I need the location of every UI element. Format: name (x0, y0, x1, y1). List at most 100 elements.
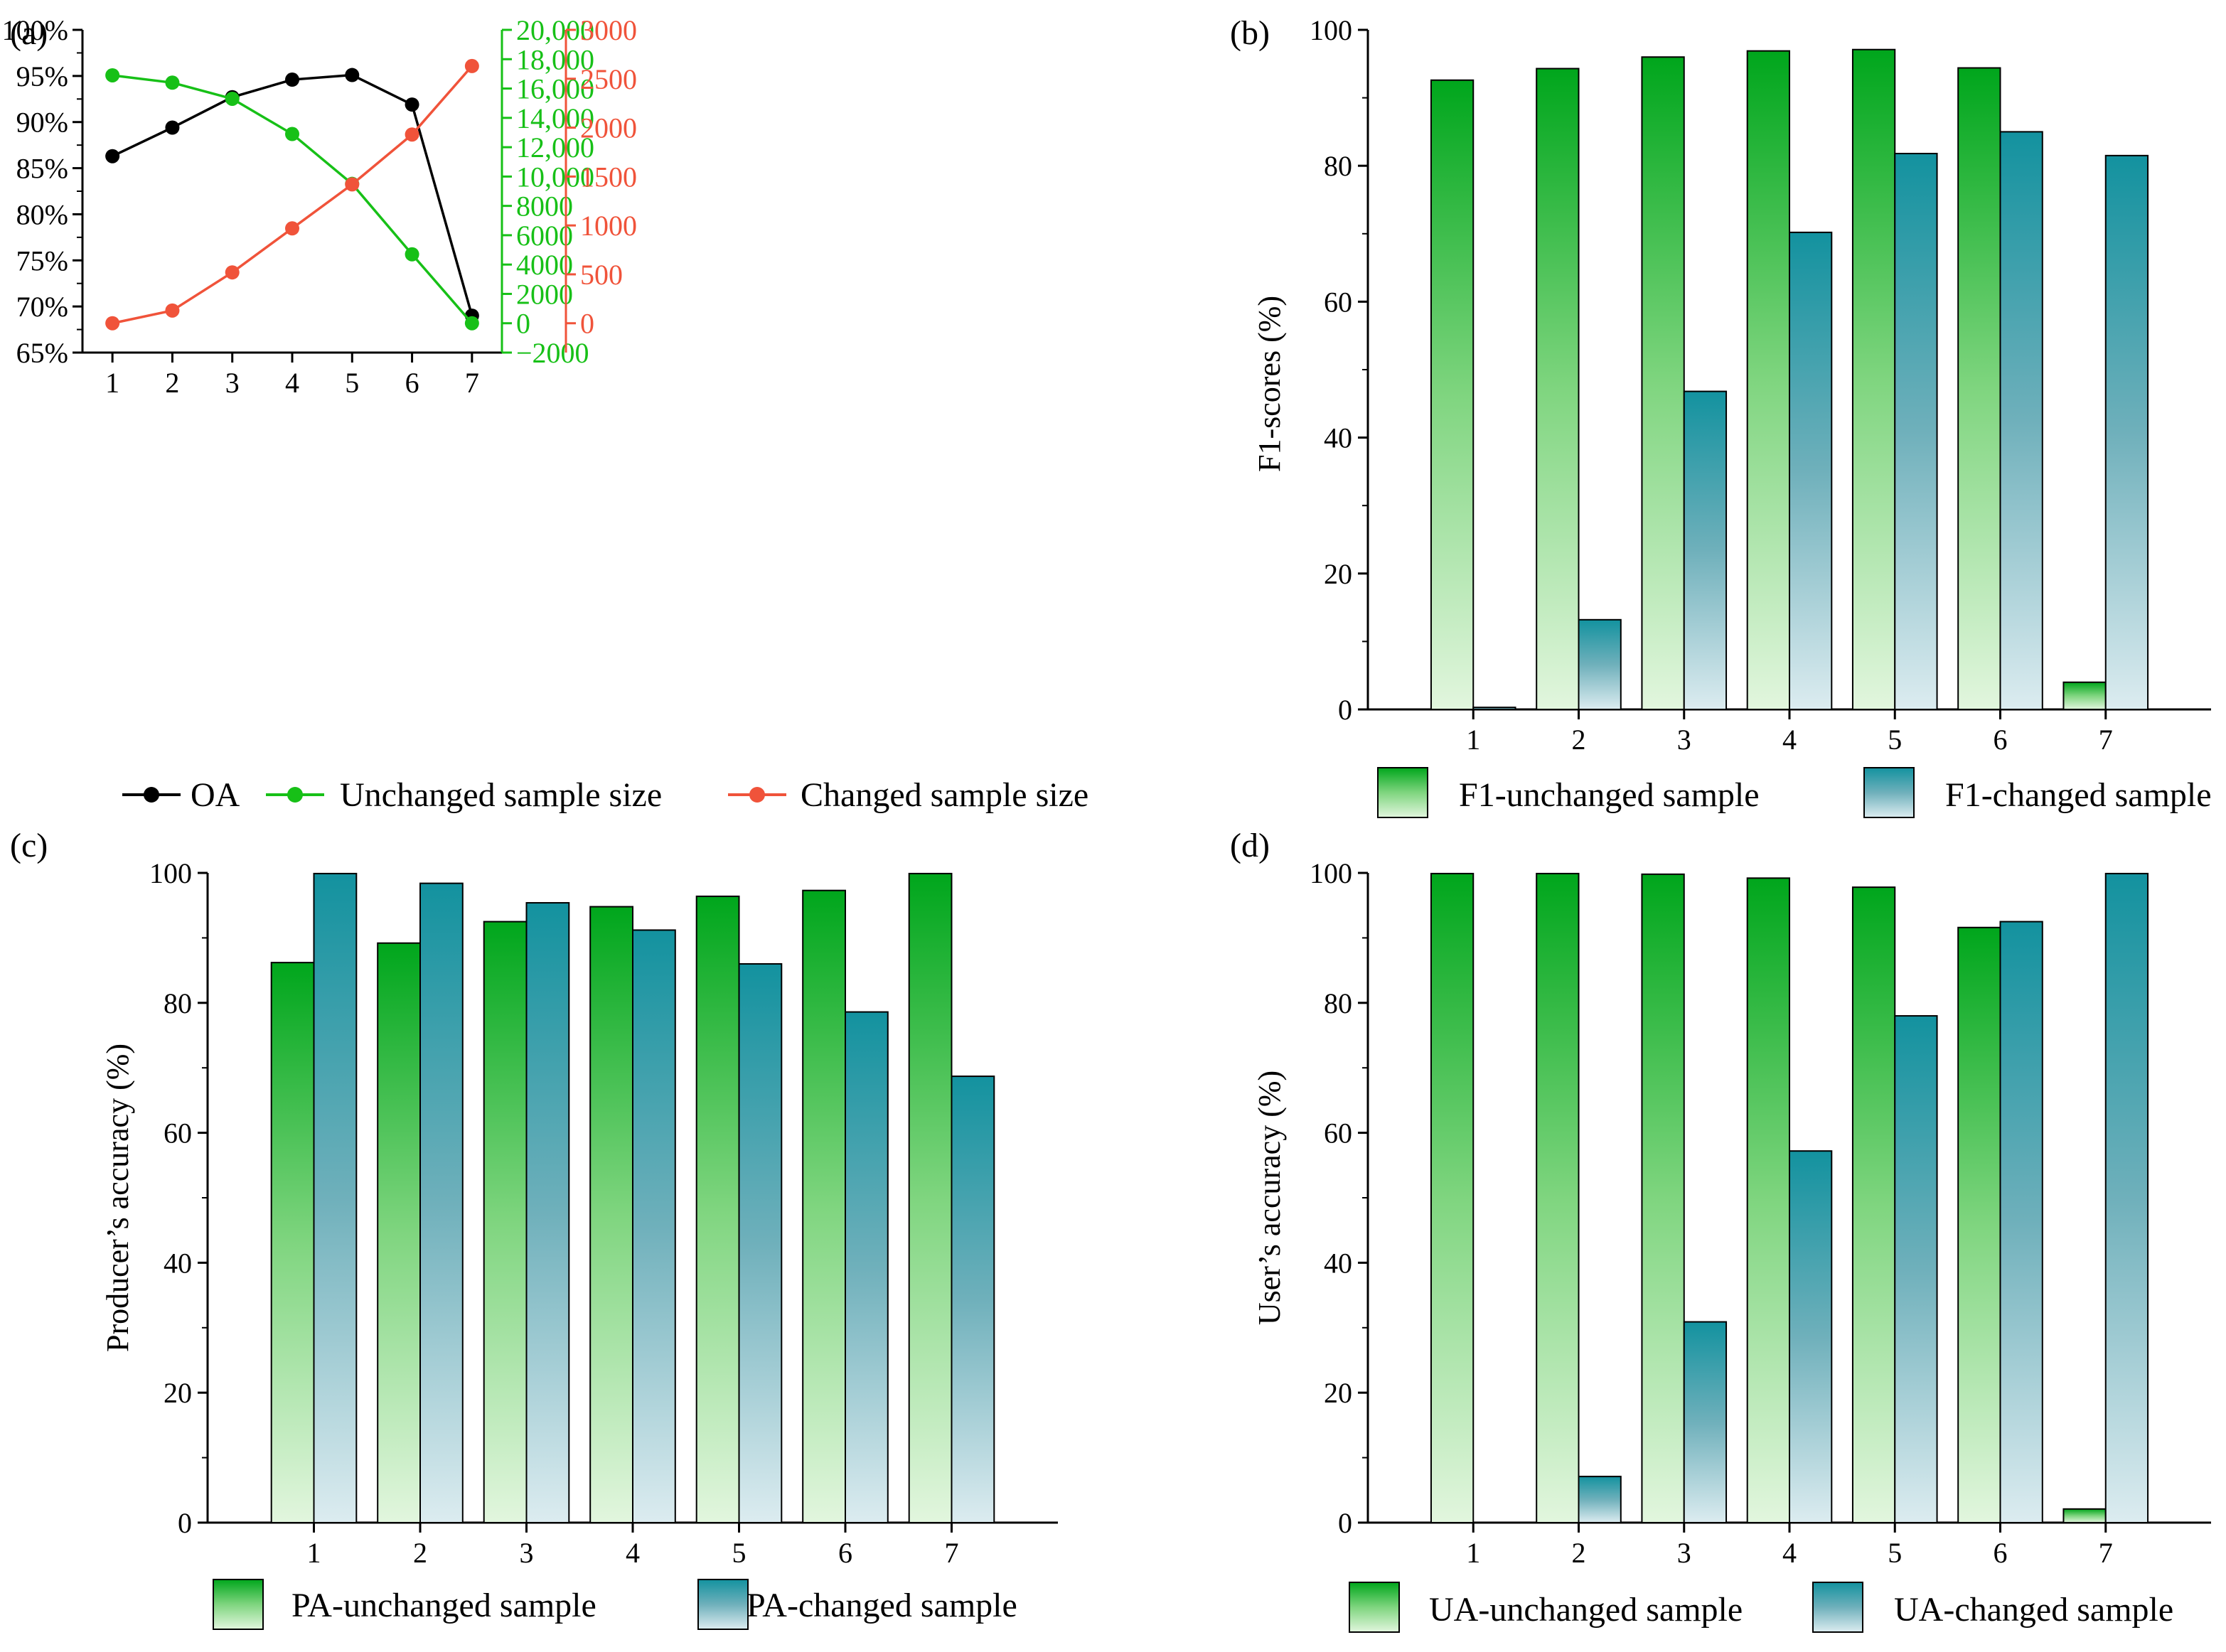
a-series-line-1 (112, 73, 473, 316)
legend-f1-unchanged-label: F1-unchanged sample (1459, 776, 1760, 814)
panel-d: (d) User’s accuracy (%) 0 20 40 60 80 100 1 2 3 4… (1230, 827, 2211, 1633)
b-bar-teal (1999, 131, 2043, 710)
a-right-tick-label: 2500 (580, 63, 637, 95)
d-bar-teal (1578, 1476, 1622, 1523)
c-bar-teal (313, 872, 358, 1523)
b-bar-teal (1683, 390, 1728, 710)
b-y-tick-label: 60 (1324, 286, 1352, 318)
a-right-tick-label: 500 (580, 259, 623, 291)
a-mid-tick-label: 16,000 (516, 73, 594, 105)
legend-oa: OA (122, 776, 240, 814)
panel-c: (c) Producer’s accuracy (%) 0 20 40 60 80 100… (10, 827, 1058, 1630)
d-bar-teal (1894, 1015, 1938, 1523)
b-y-tick-label: 80 (1324, 150, 1352, 182)
a-mid-tick-label: 6000 (516, 220, 573, 252)
c-y-tick-label: 60 (164, 1117, 192, 1149)
panel-b-ylabel: F1-scores (%) (1252, 296, 1287, 472)
panel-b: (b) F1-scores (%) 0 20 40 60 80 100 1 2 3 4 5 6 7 F1… (1230, 14, 2212, 818)
a-series-2-point (225, 91, 240, 106)
a-series-line-2 (112, 74, 473, 324)
panel-d-legend: UA-unchanged sample UA-changed sample (1349, 1582, 2173, 1633)
d-bar-teal (1999, 921, 2043, 1524)
c-bar-teal (525, 902, 570, 1523)
panel-c-label: (c) (10, 827, 48, 864)
legend-unchanged-size: Unchanged sample size (266, 776, 662, 814)
a-series-2-point (285, 127, 299, 141)
d-bar-green (1641, 873, 1685, 1523)
b-bar-green (1430, 79, 1475, 710)
a-x-tick-label: 4 (285, 367, 299, 399)
legend-changed-size: Changed sample size (728, 776, 1088, 814)
a-left-tick-label: 85% (16, 153, 68, 185)
a-series-3-point (105, 316, 120, 331)
b-bar-green (1536, 68, 1580, 710)
d-bar-teal (2104, 872, 2149, 1523)
panel-d-label: (d) (1230, 827, 1270, 864)
panel-b-plot: 0 20 40 60 80 100 1 2 3 4 5 6 7 (1310, 14, 2211, 756)
panel-c-ylabel: Producer’s accuracy (%) (100, 1044, 135, 1352)
a-right-tick-label: 3000 (580, 14, 637, 46)
b-y-tick-label: 100 (1310, 14, 1352, 46)
a-series-1-point (165, 120, 180, 135)
c-y-tick-label: 40 (164, 1247, 192, 1279)
b-bar-green (1746, 50, 1790, 711)
d-y-tick-label: 40 (1324, 1247, 1352, 1279)
a-series-1-point (405, 97, 419, 112)
a-mid-tick-label: −2000 (516, 337, 589, 369)
c-bar-green (802, 889, 846, 1523)
c-bar-green (589, 906, 634, 1523)
a-mid-tick-label: 20,000 (516, 14, 594, 46)
b-x-tick-label: 4 (1782, 724, 1797, 756)
d-x-tick-label: 1 (1466, 1537, 1480, 1569)
a-series-2-point (405, 247, 419, 262)
c-x-tick-label: 1 (307, 1537, 321, 1569)
legend-changed-size-marker (749, 787, 765, 803)
a-right-tick-label: 1500 (580, 161, 637, 193)
a-series-3-point (225, 265, 240, 280)
panel-b-label: (b) (1230, 14, 1270, 52)
a-mid-tick-label: 14,000 (516, 102, 594, 134)
a-x-tick-label: 6 (405, 367, 419, 399)
b-bar-green (1641, 56, 1685, 711)
b-bar-green (2062, 681, 2107, 711)
a-mid-tick-label: 18,000 (516, 43, 594, 75)
d-bar-green (1536, 872, 1580, 1523)
b-bar-green (1957, 67, 2001, 710)
a-series-3-point (345, 177, 360, 192)
d-y-tick-label: 20 (1324, 1377, 1352, 1409)
c-y-tick-label: 0 (178, 1507, 192, 1539)
d-y-tick-label: 80 (1324, 987, 1352, 1019)
c-bar-teal (419, 882, 464, 1523)
legend-ua-changed-swatch (1812, 1582, 1863, 1633)
b-bar-green (1851, 48, 1896, 710)
c-bar-teal (951, 1076, 995, 1524)
a-left-tick-label: 90% (16, 107, 68, 139)
c-x-tick-label: 5 (732, 1537, 747, 1569)
a-left-tick-label: 70% (16, 291, 68, 323)
a-x-tick-label: 5 (345, 367, 359, 399)
c-y-tick-label: 100 (149, 857, 192, 889)
panel-b-legend: F1-unchanged sample F1-changed sample (1377, 767, 2212, 818)
c-x-tick-label: 3 (520, 1537, 534, 1569)
a-left-tick-label: 75% (16, 245, 68, 277)
legend-f1-changed-swatch (1863, 767, 1915, 818)
b-y-tick-label: 20 (1324, 558, 1352, 590)
panel-d-plot: 0 20 40 60 80 100 1 2 3 4 5 6 7 (1310, 857, 2211, 1569)
a-series-1-point (105, 149, 120, 163)
a-left-tick-label: 100% (2, 14, 68, 46)
d-x-tick-label: 4 (1782, 1537, 1797, 1569)
d-bar-teal (1683, 1321, 1728, 1523)
a-right-tick-label: 0 (580, 308, 594, 340)
a-left-tick-label: 95% (16, 60, 68, 92)
c-x-tick-label: 2 (413, 1537, 427, 1569)
d-bar-teal (1789, 1150, 1833, 1523)
d-x-tick-label: 7 (2099, 1537, 2113, 1569)
d-y-tick-label: 100 (1310, 857, 1352, 889)
legend-unchanged-size-marker (287, 787, 303, 803)
d-x-tick-label: 5 (1888, 1537, 1902, 1569)
c-x-tick-label: 7 (945, 1537, 959, 1569)
a-mid-tick-label: 0 (516, 308, 530, 340)
panel-a-label: (a) (10, 14, 48, 52)
a-left-tick-label: 80% (16, 198, 68, 230)
